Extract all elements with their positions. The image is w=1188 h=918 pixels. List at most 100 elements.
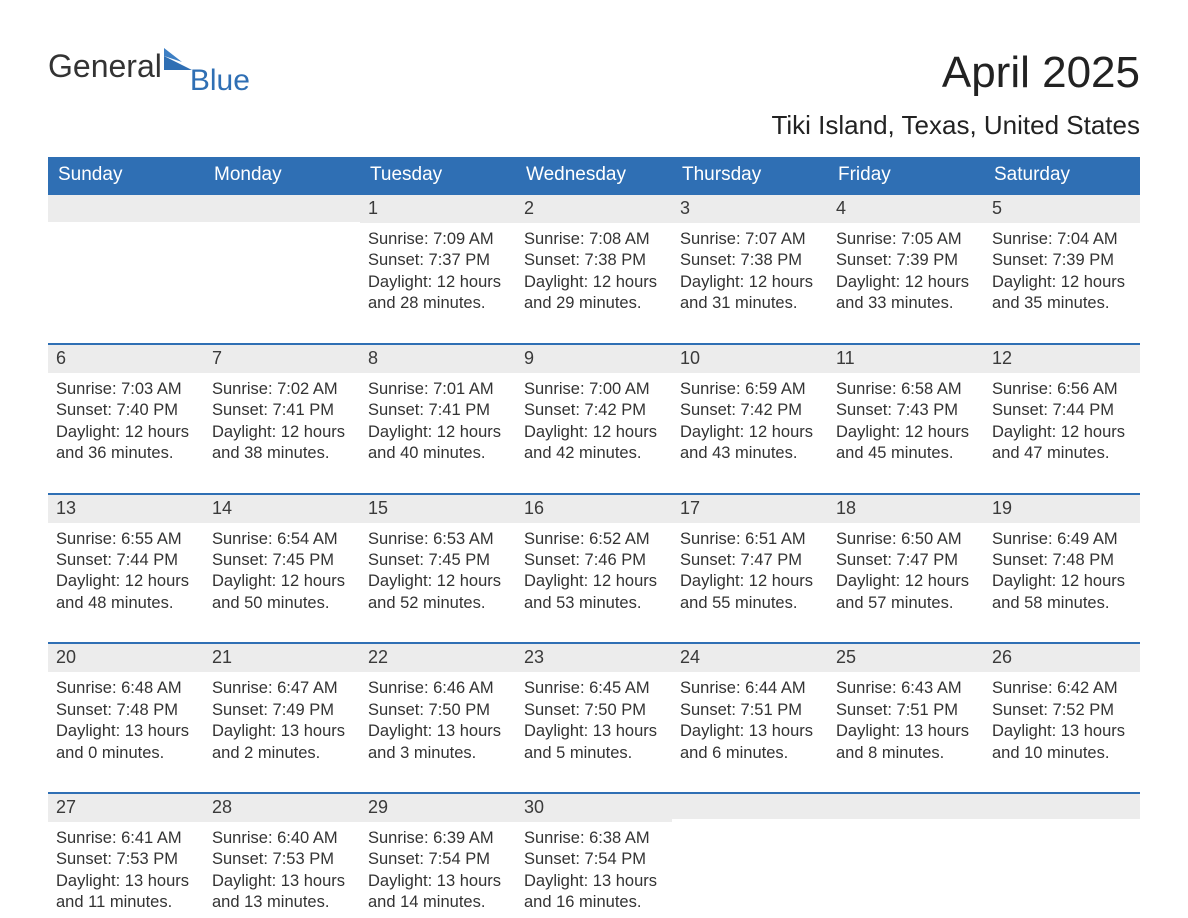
- daylight-text-2: and 29 minutes.: [524, 293, 664, 314]
- day-number: [984, 792, 1140, 819]
- day-cell: 28Sunrise: 6:40 AMSunset: 7:53 PMDayligh…: [204, 792, 360, 914]
- daylight-text-1: Daylight: 12 hours: [524, 571, 664, 592]
- daylight-text-1: Daylight: 13 hours: [524, 721, 664, 742]
- day-number: 12: [984, 343, 1140, 373]
- day-cell: 11Sunrise: 6:58 AMSunset: 7:43 PMDayligh…: [828, 343, 984, 465]
- sunset-text: Sunset: 7:50 PM: [524, 700, 664, 721]
- daylight-text-1: Daylight: 13 hours: [212, 871, 352, 892]
- week-row: 6Sunrise: 7:03 AMSunset: 7:40 PMDaylight…: [48, 343, 1140, 465]
- page-title: April 2025: [771, 48, 1140, 98]
- daylight-text-1: Daylight: 12 hours: [368, 571, 508, 592]
- day-details: Sunrise: 6:39 AMSunset: 7:54 PMDaylight:…: [360, 822, 516, 914]
- sunrise-text: Sunrise: 6:49 AM: [992, 529, 1132, 550]
- day-number: 21: [204, 642, 360, 672]
- daylight-text-1: Daylight: 12 hours: [212, 571, 352, 592]
- day-cell: 30Sunrise: 6:38 AMSunset: 7:54 PMDayligh…: [516, 792, 672, 914]
- daylight-text-1: Daylight: 12 hours: [992, 422, 1132, 443]
- title-block: April 2025 Tiki Island, Texas, United St…: [771, 48, 1140, 141]
- daylight-text-2: and 53 minutes.: [524, 593, 664, 614]
- day-number: 10: [672, 343, 828, 373]
- daylight-text-2: and 47 minutes.: [992, 443, 1132, 464]
- sunrise-text: Sunrise: 6:44 AM: [680, 678, 820, 699]
- daylight-text-2: and 33 minutes.: [836, 293, 976, 314]
- day-cell: [984, 792, 1140, 914]
- day-number: 11: [828, 343, 984, 373]
- day-cell: 25Sunrise: 6:43 AMSunset: 7:51 PMDayligh…: [828, 642, 984, 764]
- sunrise-text: Sunrise: 6:52 AM: [524, 529, 664, 550]
- day-header: Sunday: [48, 157, 204, 195]
- day-details: Sunrise: 6:56 AMSunset: 7:44 PMDaylight:…: [984, 373, 1140, 465]
- daylight-text-1: Daylight: 12 hours: [680, 422, 820, 443]
- daylight-text-2: and 16 minutes.: [524, 892, 664, 913]
- sunset-text: Sunset: 7:49 PM: [212, 700, 352, 721]
- sunrise-text: Sunrise: 6:56 AM: [992, 379, 1132, 400]
- sunrise-text: Sunrise: 7:01 AM: [368, 379, 508, 400]
- sunset-text: Sunset: 7:39 PM: [992, 250, 1132, 271]
- logo: General Blue: [48, 48, 256, 85]
- daylight-text-2: and 48 minutes.: [56, 593, 196, 614]
- day-cell: 2Sunrise: 7:08 AMSunset: 7:38 PMDaylight…: [516, 195, 672, 315]
- daylight-text-2: and 31 minutes.: [680, 293, 820, 314]
- day-details: Sunrise: 7:08 AMSunset: 7:38 PMDaylight:…: [516, 223, 672, 315]
- day-cell: 6Sunrise: 7:03 AMSunset: 7:40 PMDaylight…: [48, 343, 204, 465]
- sunset-text: Sunset: 7:53 PM: [56, 849, 196, 870]
- day-details: Sunrise: 6:48 AMSunset: 7:48 PMDaylight:…: [48, 672, 204, 764]
- day-number: 3: [672, 195, 828, 223]
- day-number: 29: [360, 792, 516, 822]
- daylight-text-1: Daylight: 12 hours: [56, 422, 196, 443]
- day-details: Sunrise: 6:47 AMSunset: 7:49 PMDaylight:…: [204, 672, 360, 764]
- day-cell: 19Sunrise: 6:49 AMSunset: 7:48 PMDayligh…: [984, 493, 1140, 615]
- day-cell: 16Sunrise: 6:52 AMSunset: 7:46 PMDayligh…: [516, 493, 672, 615]
- day-cell: 10Sunrise: 6:59 AMSunset: 7:42 PMDayligh…: [672, 343, 828, 465]
- day-number: 15: [360, 493, 516, 523]
- day-number: 26: [984, 642, 1140, 672]
- week-spacer: [48, 465, 1140, 493]
- sunrise-text: Sunrise: 7:09 AM: [368, 229, 508, 250]
- sunset-text: Sunset: 7:53 PM: [212, 849, 352, 870]
- day-cell: 4Sunrise: 7:05 AMSunset: 7:39 PMDaylight…: [828, 195, 984, 315]
- sunset-text: Sunset: 7:42 PM: [524, 400, 664, 421]
- daylight-text-2: and 13 minutes.: [212, 892, 352, 913]
- day-number: 14: [204, 493, 360, 523]
- sunrise-text: Sunrise: 6:59 AM: [680, 379, 820, 400]
- daylight-text-1: Daylight: 13 hours: [992, 721, 1132, 742]
- sunrise-text: Sunrise: 6:45 AM: [524, 678, 664, 699]
- sunset-text: Sunset: 7:46 PM: [524, 550, 664, 571]
- sunset-text: Sunset: 7:54 PM: [368, 849, 508, 870]
- day-number: 18: [828, 493, 984, 523]
- sunset-text: Sunset: 7:47 PM: [680, 550, 820, 571]
- day-number: [204, 195, 360, 222]
- daylight-text-2: and 11 minutes.: [56, 892, 196, 913]
- sunrise-text: Sunrise: 6:55 AM: [56, 529, 196, 550]
- week-row: 27Sunrise: 6:41 AMSunset: 7:53 PMDayligh…: [48, 792, 1140, 914]
- sunset-text: Sunset: 7:40 PM: [56, 400, 196, 421]
- day-details: Sunrise: 6:58 AMSunset: 7:43 PMDaylight:…: [828, 373, 984, 465]
- day-details: Sunrise: 6:59 AMSunset: 7:42 PMDaylight:…: [672, 373, 828, 465]
- sunset-text: Sunset: 7:44 PM: [56, 550, 196, 571]
- day-cell: 20Sunrise: 6:48 AMSunset: 7:48 PMDayligh…: [48, 642, 204, 764]
- daylight-text-1: Daylight: 12 hours: [368, 272, 508, 293]
- logo-text-2: Blue: [190, 64, 250, 98]
- daylight-text-1: Daylight: 12 hours: [836, 272, 976, 293]
- sunrise-text: Sunrise: 6:39 AM: [368, 828, 508, 849]
- day-details: Sunrise: 7:09 AMSunset: 7:37 PMDaylight:…: [360, 223, 516, 315]
- day-details: Sunrise: 6:40 AMSunset: 7:53 PMDaylight:…: [204, 822, 360, 914]
- daylight-text-1: Daylight: 12 hours: [212, 422, 352, 443]
- sunset-text: Sunset: 7:38 PM: [524, 250, 664, 271]
- day-details: Sunrise: 6:44 AMSunset: 7:51 PMDaylight:…: [672, 672, 828, 764]
- sunrise-text: Sunrise: 6:42 AM: [992, 678, 1132, 699]
- day-number: [672, 792, 828, 819]
- header: General Blue April 2025 Tiki Island, Tex…: [48, 48, 1140, 141]
- sunrise-text: Sunrise: 7:04 AM: [992, 229, 1132, 250]
- day-number: 22: [360, 642, 516, 672]
- day-number: 30: [516, 792, 672, 822]
- daylight-text-1: Daylight: 13 hours: [212, 721, 352, 742]
- day-header: Tuesday: [360, 157, 516, 195]
- day-details: Sunrise: 7:02 AMSunset: 7:41 PMDaylight:…: [204, 373, 360, 465]
- daylight-text-1: Daylight: 13 hours: [524, 871, 664, 892]
- sunrise-text: Sunrise: 6:51 AM: [680, 529, 820, 550]
- sunrise-text: Sunrise: 6:38 AM: [524, 828, 664, 849]
- day-cell: 1Sunrise: 7:09 AMSunset: 7:37 PMDaylight…: [360, 195, 516, 315]
- sunrise-text: Sunrise: 6:53 AM: [368, 529, 508, 550]
- sunrise-text: Sunrise: 6:40 AM: [212, 828, 352, 849]
